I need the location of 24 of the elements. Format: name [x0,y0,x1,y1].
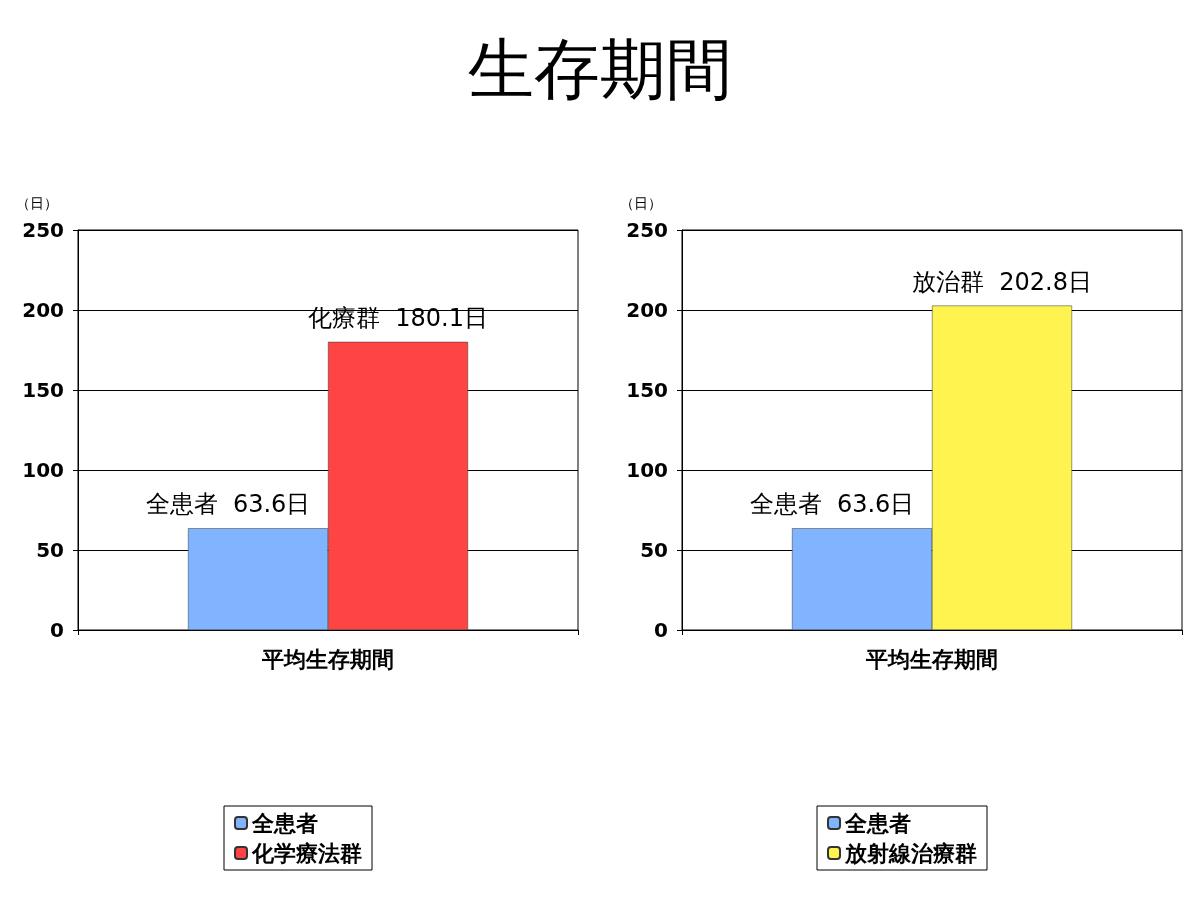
chart-title: 生存期間 [467,30,733,110]
legend-label: 全患者 [251,810,318,836]
y-tick-label: 250 [22,218,64,242]
legend-label: 化学療法群 [251,840,362,866]
y-axis-title: （日） [620,195,662,211]
y-tick-label: 50 [36,538,64,562]
y-tick-label: 250 [626,218,668,242]
data-label: 全患者 63.6日 [145,490,311,519]
y-axis-title: （日） [16,195,58,211]
y-tick-label: 150 [22,378,64,402]
y-tick-label: 100 [22,458,64,482]
data-label: 放治群 202.8日 [912,267,1092,296]
y-tick-label: 200 [22,298,64,322]
data-label: 全患者 63.6日 [749,490,915,519]
y-tick-label: 100 [626,458,668,482]
legend-label: 全患者 [844,810,911,836]
y-tick-label: 0 [50,618,64,642]
x-tick-label: 平均生存期間 [261,646,394,672]
y-tick-label: 200 [626,298,668,322]
x-tick-label: 平均生存期間 [865,646,998,672]
y-tick-label: 0 [654,618,668,642]
legend-label: 放射線治療群 [844,840,977,866]
y-tick-label: 50 [640,538,668,562]
y-tick-label: 150 [626,378,668,402]
